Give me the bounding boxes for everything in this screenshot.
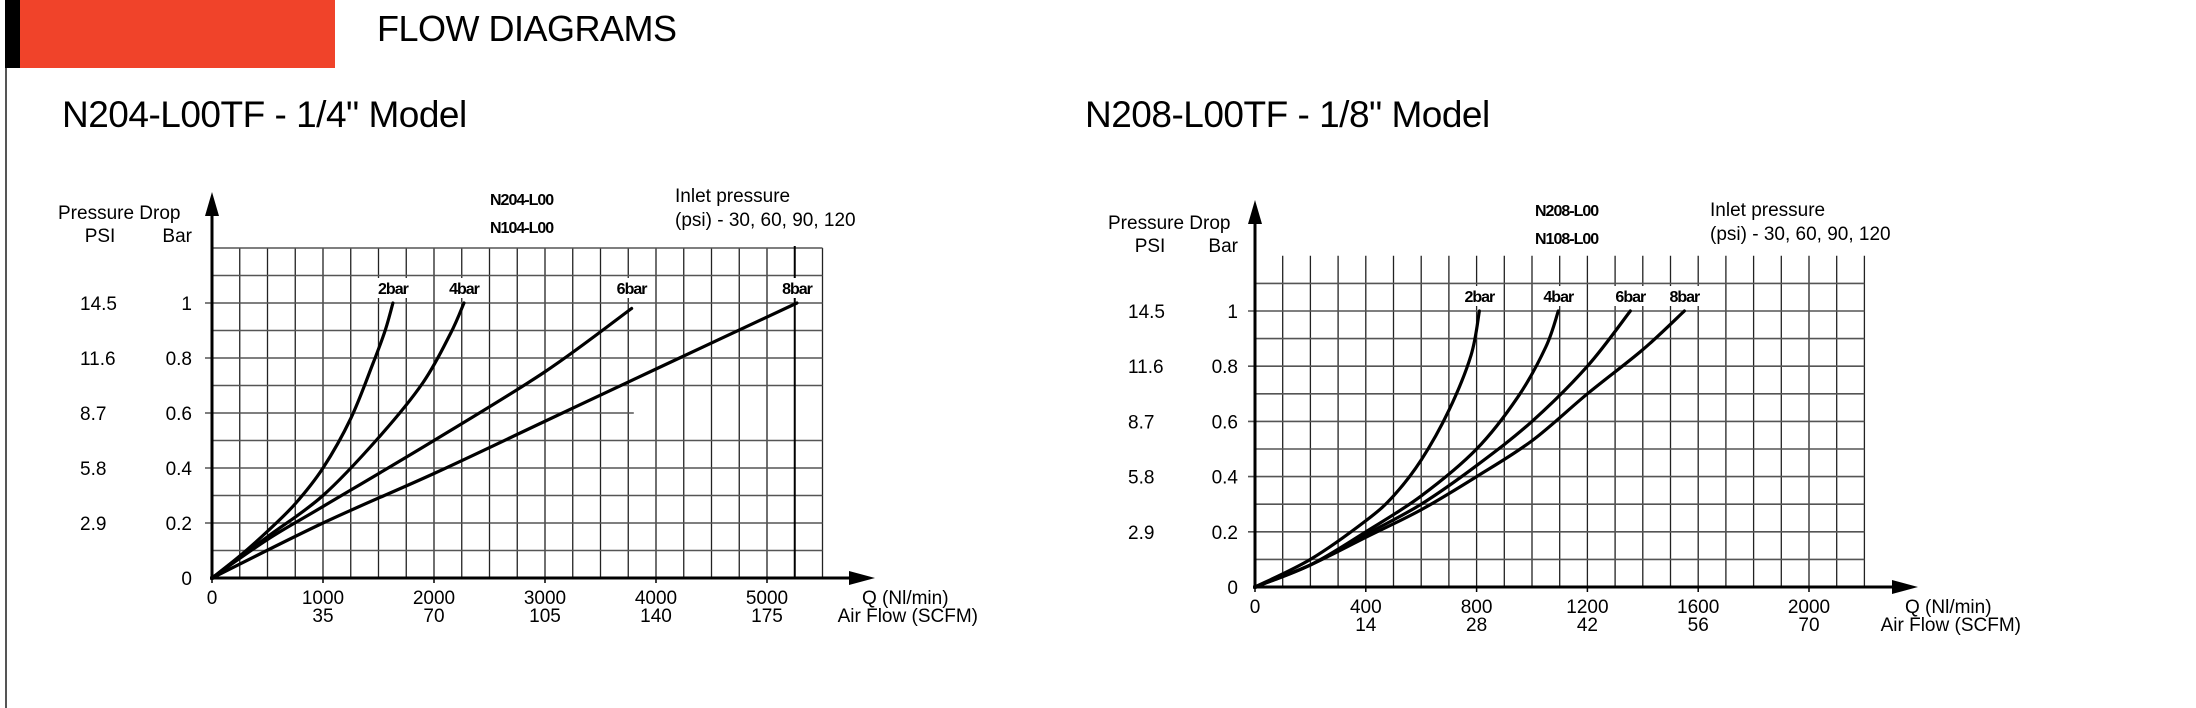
y-tick-label-bar: 0.4	[1212, 468, 1239, 489]
x-axis-arrow-icon	[1892, 580, 1918, 594]
series-line-4bar	[210, 301, 466, 580]
x-tick-label-nlmin: 4000	[635, 588, 677, 609]
y-tick-label-bar: 1	[181, 294, 192, 315]
series-label-background	[441, 278, 486, 298]
series-label-2bar: 2bar	[378, 281, 409, 298]
x-tick-label-scfm: 140	[640, 606, 672, 627]
x-tick-label-nlmin: 800	[1461, 597, 1493, 618]
model-label: N204-L00	[490, 192, 554, 209]
x-tick-label-nlmin: 0	[207, 588, 218, 609]
x-axis-title-scfm: Air Flow (SCFM)	[1881, 615, 2021, 636]
series-label-background	[1662, 286, 1707, 306]
y-tick-label-psi: 2.9	[1128, 523, 1154, 544]
x-tick-label-nlmin: 3000	[524, 588, 566, 609]
x-tick-label-scfm: 70	[423, 606, 444, 627]
series-line-8bar	[1253, 309, 1686, 589]
series-label-background	[609, 278, 654, 298]
series-label-8bar: 8bar	[1669, 289, 1700, 306]
series-label-8bar: 8bar	[782, 281, 813, 298]
y-tick-label-bar: 0.6	[1212, 412, 1238, 433]
y-axis-arrow-icon	[1248, 200, 1262, 224]
y-tick-label-psi: 8.7	[1128, 412, 1154, 433]
y-tick-label-bar: 0	[1227, 578, 1238, 599]
x-tick-label-scfm: 14	[1355, 615, 1377, 636]
y-axis-unit-psi: PSI	[1135, 236, 1166, 257]
y-axis-title: Pressure Drop	[1108, 213, 1231, 234]
y-tick-label-bar: 0.2	[166, 514, 192, 535]
y-tick-label-psi: 14.5	[1128, 302, 1165, 323]
y-tick-label-psi: 5.8	[1128, 468, 1154, 489]
model-label: N208-L00	[1535, 203, 1599, 220]
page-title: FLOW DIAGRAMS	[377, 8, 677, 49]
x-axis-title-scfm: Air Flow (SCFM)	[838, 606, 978, 627]
x-tick-label-nlmin: 400	[1350, 597, 1382, 618]
x-axis-arrow-icon	[849, 571, 875, 585]
y-axis-unit-bar: Bar	[162, 226, 192, 247]
model-label: N108-L00	[1535, 231, 1599, 248]
series-label-background	[774, 278, 819, 298]
x-tick-label-scfm: 105	[529, 606, 561, 627]
x-tick-label-nlmin: 1000	[302, 588, 344, 609]
series-label-4bar: 4bar	[449, 281, 480, 298]
inlet-pressure-note: (psi) - 30, 60, 90, 120	[675, 210, 856, 231]
series-label-background	[370, 278, 415, 298]
y-tick-label-bar: 1	[1227, 302, 1238, 323]
page-left-rule	[5, 0, 7, 708]
inlet-pressure-note: (psi) - 30, 60, 90, 120	[1710, 224, 1891, 245]
x-axis-title-nlmin: Q (Nl/min)	[1905, 597, 1992, 618]
inlet-pressure-note: Inlet pressure	[675, 186, 790, 207]
series-label-2bar: 2bar	[1464, 289, 1495, 306]
series-label-background	[1536, 286, 1581, 306]
y-tick-label-psi: 14.5	[80, 294, 117, 315]
series-line-2bar	[210, 301, 395, 580]
series-line-8bar	[210, 301, 799, 580]
x-axis-title-nlmin: Q (Nl/min)	[862, 588, 949, 609]
x-tick-label-scfm: 28	[1466, 615, 1487, 636]
x-tick-label-nlmin: 2000	[413, 588, 455, 609]
x-tick-label-scfm: 175	[751, 606, 783, 627]
x-tick-label-nlmin: 2000	[1788, 597, 1830, 618]
header-red-bar	[20, 0, 335, 68]
y-axis-title: Pressure Drop	[58, 203, 181, 224]
series-label-background	[1457, 286, 1502, 306]
y-tick-label-bar: 0.8	[1212, 357, 1238, 378]
series-label-background	[1608, 286, 1653, 306]
y-axis-unit-bar: Bar	[1208, 236, 1238, 257]
x-tick-label-nlmin: 1200	[1566, 597, 1608, 618]
y-tick-label-bar: 0.6	[166, 404, 192, 425]
x-tick-label-scfm: 42	[1577, 615, 1598, 636]
y-tick-label-bar: 0.2	[1212, 523, 1238, 544]
y-tick-label-psi: 11.6	[1128, 357, 1164, 378]
model-label: N104-L00	[490, 220, 554, 237]
y-axis-arrow-icon	[205, 192, 219, 216]
chart-title-left: N204-L00TF - 1/4" Model	[62, 94, 467, 135]
inlet-pressure-note: Inlet pressure	[1710, 200, 1825, 221]
header-black-bar	[5, 0, 20, 68]
y-axis-unit-psi: PSI	[85, 226, 116, 247]
chart-title-right: N208-L00TF - 1/8" Model	[1085, 94, 1490, 135]
y-tick-label-psi: 2.9	[80, 514, 106, 535]
series-label-6bar: 6bar	[1615, 289, 1646, 306]
y-tick-label-psi: 5.8	[80, 459, 106, 480]
series-label-4bar: 4bar	[1543, 289, 1574, 306]
y-tick-label-bar: 0	[181, 569, 192, 590]
x-tick-label-scfm: 35	[312, 606, 333, 627]
x-tick-label-scfm: 70	[1798, 615, 1819, 636]
series-label-6bar: 6bar	[617, 281, 648, 298]
series-line-2bar	[1253, 309, 1481, 589]
x-tick-label-nlmin: 1600	[1677, 597, 1719, 618]
x-tick-label-nlmin: 5000	[746, 588, 788, 609]
series-line-6bar	[210, 306, 634, 580]
y-tick-label-bar: 0.8	[166, 349, 192, 370]
y-tick-label-psi: 11.6	[80, 349, 116, 370]
x-tick-label-nlmin: 0	[1250, 597, 1261, 618]
x-tick-label-scfm: 56	[1688, 615, 1709, 636]
y-tick-label-psi: 8.7	[80, 404, 106, 425]
y-tick-label-bar: 0.4	[166, 459, 193, 480]
